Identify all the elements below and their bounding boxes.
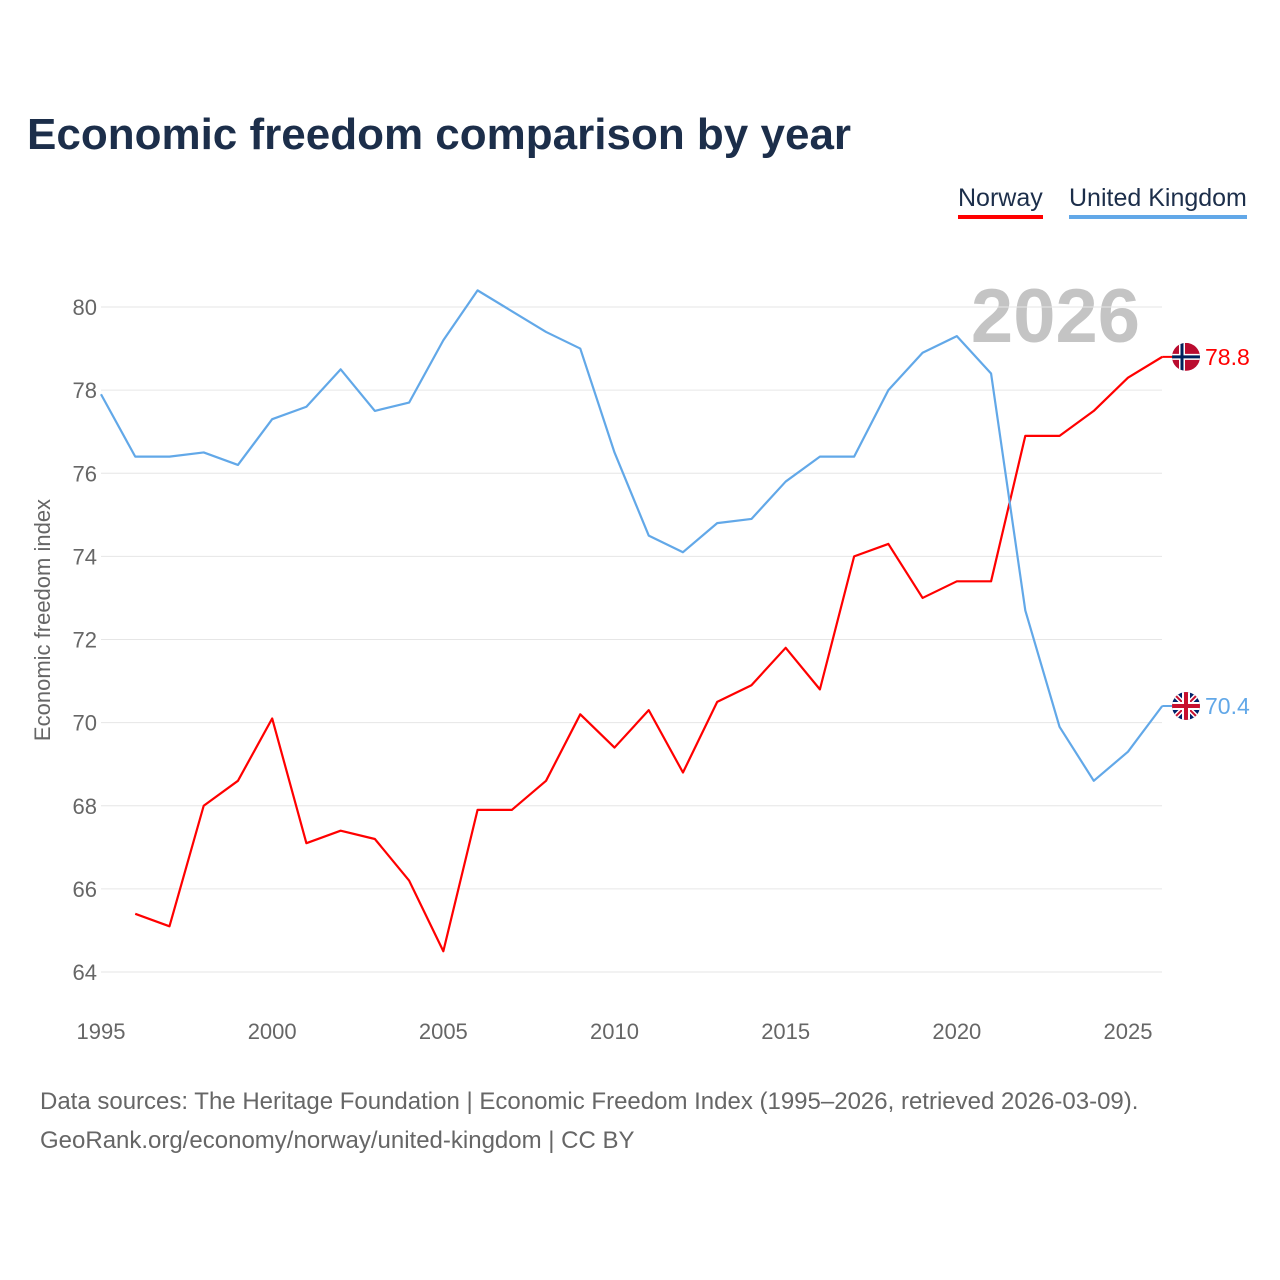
data-point [748, 516, 754, 522]
data-point [543, 329, 549, 335]
series-line-united-kingdom [100, 289, 1164, 782]
x-tick-label: 2010 [590, 1019, 639, 1044]
footer-sources: Data sources: The Heritage Foundation | … [40, 1088, 1139, 1115]
data-point [612, 745, 618, 751]
data-point [509, 807, 515, 813]
data-point [817, 686, 823, 692]
data-point [235, 778, 241, 784]
data-point [646, 533, 652, 539]
data-point [680, 770, 686, 776]
data-point [885, 541, 891, 547]
y-axis-label: Economic freedom index [30, 499, 55, 741]
x-tick-label: 2005 [419, 1019, 468, 1044]
data-point [1091, 778, 1097, 784]
y-tick-label: 72 [73, 628, 97, 653]
data-point [406, 878, 412, 884]
data-point [783, 479, 789, 485]
data-point [509, 308, 515, 314]
data-point [406, 400, 412, 406]
data-point [372, 408, 378, 414]
data-point [920, 350, 926, 356]
y-tick-label: 68 [73, 794, 97, 819]
data-point [269, 416, 275, 422]
data-point [1022, 433, 1028, 439]
data-point [303, 404, 309, 410]
y-tick-label: 80 [73, 295, 97, 320]
y-tick-label: 76 [73, 461, 97, 486]
legend-norway[interactable]: Norway [958, 184, 1043, 219]
data-point [338, 366, 344, 372]
data-point [132, 911, 138, 917]
norway-flag-icon [1172, 342, 1200, 371]
legend-united-kingdom[interactable]: United Kingdom [1069, 184, 1247, 219]
data-point [235, 462, 241, 468]
data-point [851, 454, 857, 460]
end-value-label: 78.8 [1205, 344, 1250, 370]
data-point [1125, 749, 1131, 755]
data-point [440, 948, 446, 954]
data-point [577, 711, 583, 717]
data-point [1057, 433, 1063, 439]
x-tick-label: 2020 [932, 1019, 981, 1044]
data-point [338, 828, 344, 834]
y-tick-label: 64 [73, 960, 97, 985]
data-point [372, 836, 378, 842]
end-value-label: 70.4 [1205, 693, 1250, 719]
data-point [920, 595, 926, 601]
data-point [475, 287, 481, 293]
chart-title: Economic freedom comparison by year [27, 110, 852, 159]
data-point [680, 549, 686, 555]
data-point [98, 391, 104, 397]
data-point [201, 449, 207, 455]
data-point [1091, 408, 1097, 414]
x-tick-label: 2025 [1104, 1019, 1153, 1044]
x-tick-label: 1995 [77, 1019, 126, 1044]
x-tick-label: 2000 [248, 1019, 297, 1044]
data-point [132, 454, 138, 460]
data-point [714, 699, 720, 705]
data-point [1057, 724, 1063, 730]
data-point [885, 387, 891, 393]
data-point [954, 333, 960, 339]
data-point [646, 707, 652, 713]
series-line-norway [134, 355, 1163, 953]
uk-flag-icon [1172, 692, 1200, 720]
footer-link[interactable]: GeoRank.org/economy/norway/united-kingdo… [40, 1127, 635, 1154]
data-point [166, 923, 172, 929]
data-point [988, 371, 994, 377]
year-watermark: 2026 [971, 274, 1140, 359]
data-point [988, 578, 994, 584]
data-point [269, 715, 275, 721]
data-point [201, 803, 207, 809]
y-tick-label: 70 [73, 711, 97, 736]
data-point [783, 645, 789, 651]
data-point [748, 682, 754, 688]
y-tick-label: 66 [73, 877, 97, 902]
data-point [954, 578, 960, 584]
y-tick-label: 74 [73, 544, 97, 569]
data-point [1125, 375, 1131, 381]
data-point [714, 520, 720, 526]
data-point [612, 449, 618, 455]
data-point [440, 337, 446, 343]
data-point [1022, 607, 1028, 613]
data-point [303, 840, 309, 846]
data-point [817, 454, 823, 460]
data-point [475, 807, 481, 813]
data-point [851, 553, 857, 559]
data-point [577, 346, 583, 352]
x-tick-label: 2015 [761, 1019, 810, 1044]
data-point [166, 454, 172, 460]
data-point [543, 778, 549, 784]
y-tick-label: 78 [73, 378, 97, 403]
